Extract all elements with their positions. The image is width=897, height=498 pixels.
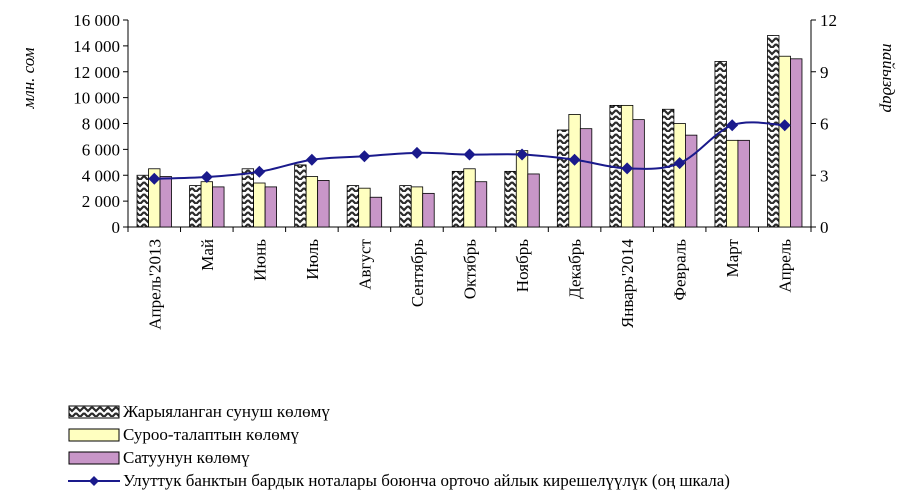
yield-point: [305, 153, 318, 166]
x-tick-label: Сентябрь: [408, 239, 427, 307]
bar-sales: [579, 128, 593, 228]
yield-point: [726, 119, 739, 132]
legend-swatch-sales: [68, 451, 120, 464]
bar-sales: [737, 139, 750, 228]
x-tick-label: Декабрь: [566, 239, 585, 299]
bar-sales: [159, 176, 172, 228]
y-right-tick-label: 6: [820, 115, 829, 134]
legend-item-sales: Сатуунун көлөмү: [68, 446, 730, 469]
y-left-tick-label: 10 000: [73, 89, 120, 108]
yield-point: [253, 165, 266, 178]
bar-demand: [410, 186, 424, 228]
y-left-tick-label: 2 000: [82, 192, 120, 211]
bar-offer: [399, 185, 412, 228]
legend-swatch-demand: [68, 428, 120, 441]
x-tick-label: Ноябрь: [513, 239, 532, 292]
legend-swatch-yield: [68, 475, 120, 486]
x-tick-label: Март: [723, 238, 742, 277]
x-tick-label: Апрель: [776, 239, 795, 293]
yield-point: [568, 153, 581, 166]
y-axis-left-title: млн. сом: [19, 47, 38, 109]
yield-point: [621, 162, 634, 175]
legend-item-yield: Улуттук банктын бардык ноталары боюнча о…: [68, 469, 730, 492]
yield-point: [778, 119, 791, 132]
y-left-tick-label: 6 000: [82, 140, 120, 159]
plot-area: 0 2 000 4 000 6 000 8 000 10 000 12 000 14 000 1…: [73, 11, 837, 330]
bar-demand: [568, 114, 581, 228]
bar-sales: [632, 119, 645, 228]
x-tick-label: Апрель'2013: [145, 239, 164, 330]
bar-demand: [358, 187, 371, 228]
y-left-tick-label: 12 000: [73, 63, 120, 82]
x-tick-label: Июль: [303, 239, 322, 280]
y-axis-right-title: пайыздар: [879, 43, 897, 112]
legend-item-demand: Суроо-талаптын көлөмү: [68, 423, 730, 446]
bar-demand: [305, 176, 319, 228]
x-tick-label: Май: [198, 239, 217, 271]
bar-sales: [422, 192, 435, 228]
bar-sales: [264, 186, 277, 228]
bar-demand: [726, 139, 739, 228]
bar-offer: [504, 170, 517, 228]
legend-label-demand: Суроо-талаптын көлөмү: [123, 424, 300, 444]
bar-offer: [767, 35, 780, 228]
yield-point: [516, 148, 529, 161]
bar-demand: [463, 168, 476, 228]
bar-offer: [241, 168, 254, 228]
bar-sales: [790, 58, 803, 228]
yield-point: [463, 148, 476, 161]
x-tick-label: Июнь: [250, 239, 269, 281]
bar-demand: [515, 150, 529, 228]
legend: Жарыяланган сунуш көлөмү Суроо-талаптын …: [68, 400, 730, 492]
legend-item-offer: Жарыяланган сунуш көлөмү: [68, 400, 730, 423]
x-tick-label: Октябрь: [461, 239, 480, 299]
legend-label-sales: Сатуунун көлөмү: [123, 447, 250, 467]
bar-offer: [451, 170, 465, 228]
bar-sales: [474, 181, 488, 228]
bar-demand: [253, 182, 266, 228]
bar-demand: [200, 181, 213, 228]
legend-label-offer: Жарыяланган сунуш көлөмү: [123, 401, 330, 421]
legend-swatch-offer: [68, 405, 120, 418]
y-left-tick-label: 4 000: [82, 166, 120, 185]
yield-point: [673, 157, 686, 170]
bar-demand: [673, 123, 686, 228]
bar-offer: [346, 185, 360, 228]
y-right-tick-label: 0: [820, 218, 829, 237]
yield-point: [358, 150, 371, 163]
x-tick-label: Февраль: [671, 239, 690, 301]
yield-point: [200, 170, 213, 183]
y-left-tick-label: 8 000: [82, 115, 120, 134]
bar-offer: [714, 61, 727, 228]
yield-point: [410, 146, 423, 159]
bar-offer: [189, 185, 202, 228]
bar-sales: [685, 134, 698, 228]
bar-sales: [369, 196, 383, 228]
bar-offer: [556, 129, 570, 228]
yield-point: [148, 172, 161, 185]
bar-offer: [294, 164, 307, 228]
y-right-tick-label: 3: [820, 166, 829, 185]
bar-demand: [778, 55, 791, 228]
y-left-tick-label: 16 000: [73, 11, 120, 30]
bar-sales: [317, 180, 330, 228]
y-right-tick-label: 12: [820, 11, 837, 30]
bar-sales: [527, 173, 540, 228]
legend-label-yield: Улуттук банктын бардык ноталары боюнча о…: [123, 470, 730, 490]
y-right-tick-label: 9: [820, 63, 829, 82]
x-tick-label: Январь'2014: [618, 239, 637, 329]
bar-sales: [212, 186, 225, 228]
x-tick-label: Август: [355, 238, 374, 289]
y-left-tick-label: 0: [112, 218, 121, 237]
y-left-tick-label: 14 000: [73, 37, 120, 56]
bar-offer: [136, 174, 149, 228]
